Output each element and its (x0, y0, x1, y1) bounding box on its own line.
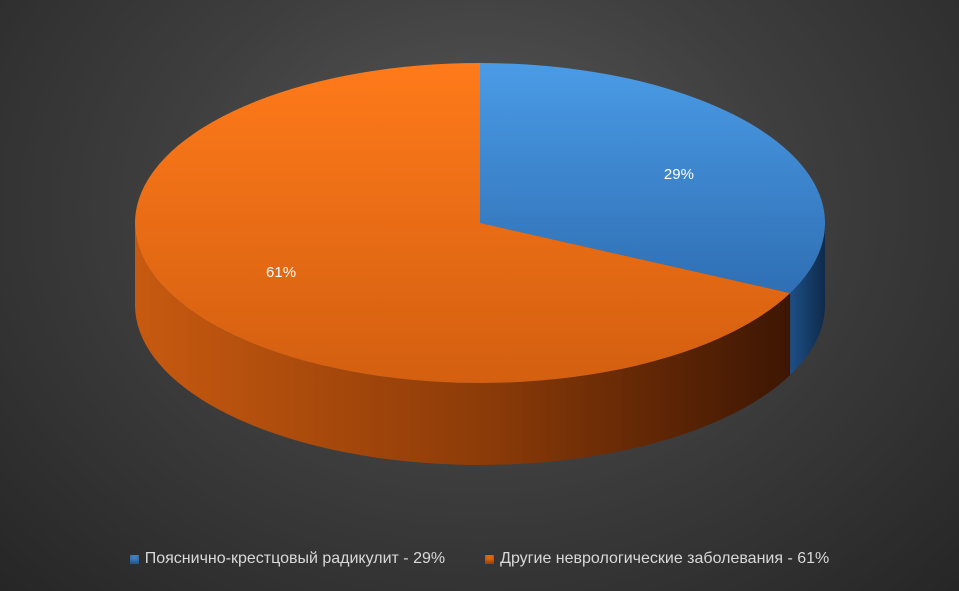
pie-slice-1 (135, 63, 791, 383)
pie-slice-side-1 (135, 223, 791, 465)
legend-label: Пояснично-крестцовый радикулит - 29% (144, 550, 446, 567)
legend-item-radiculitis: Пояснично-крестцовый радикулит - 29% (129, 550, 446, 568)
legend-label: Другие неврологические заболевания - 61% (500, 550, 830, 567)
legend: Пояснично-крестцовый радикулит - 29% Дру… (0, 550, 959, 568)
data-label-0: 29% (664, 166, 694, 183)
legend-swatch-blue (129, 554, 139, 564)
legend-swatch-orange (485, 554, 495, 564)
data-label-1: 61% (266, 264, 296, 281)
legend-item-other: Другие неврологические заболевания - 61% (485, 550, 829, 568)
pie-slice-0 (480, 63, 825, 294)
pie-slice-side-0 (790, 223, 826, 376)
